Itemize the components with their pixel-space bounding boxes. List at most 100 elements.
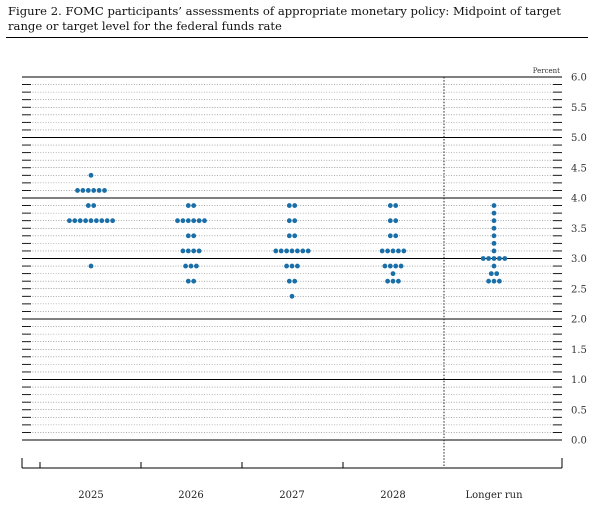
participant-dot [396,278,401,284]
y-tick-label: 4.0 [571,194,587,205]
dots-layer [67,172,508,299]
participant-dot [286,278,292,284]
participant-dot [80,188,86,193]
participant-dot [491,263,497,269]
participant-dot [286,203,292,208]
y-tick-label: 5.0 [571,133,587,144]
participant-dot [497,278,502,284]
participant-dot [491,233,497,239]
participant-dot [278,248,284,254]
label-layer: 6.0 5.5 5.0 4.5 4.0 3.5 3.0 2.5 2.0 1.5 1.0 0.5 0.0 P… [78,67,587,501]
y-tick-label: 1.5 [571,345,587,356]
participant-dot [91,203,97,208]
participant-dot [85,188,91,193]
participant-dot [491,203,497,208]
y-tick-label: 3.5 [571,224,587,235]
participant-dot [396,248,401,254]
participant-dot [390,248,396,254]
participant-dot [175,218,180,224]
participant-dot [491,210,497,216]
y-tick-label: 6.0 [571,73,587,84]
participant-dot [387,233,393,239]
y-tick-label: 4.5 [571,163,587,174]
participant-dot [488,271,494,277]
participant-dot [398,263,404,269]
participant-dot [390,271,396,277]
unit-label: Percent [533,67,560,75]
x-category-label: 2025 [78,490,103,501]
participant-dot [289,248,295,254]
participant-dot [387,203,393,208]
title-divider [6,37,588,38]
x-category-label: 2026 [178,490,203,501]
participant-dot [494,271,500,277]
y-tick-label: 0.5 [571,405,587,416]
participant-dot [286,218,292,224]
participant-dot [102,188,107,193]
participant-dot [401,248,407,254]
y-tick-label: 0.0 [571,436,587,447]
y-tick-label: 5.5 [571,103,587,114]
participant-dot [202,218,207,224]
figure-title: Figure 2. FOMC participants’ assessments… [8,4,561,33]
participant-dot [491,218,497,224]
participant-dot [292,203,298,208]
participant-dot [385,248,390,254]
participant-dot [75,188,80,193]
participant-dot [185,278,191,284]
participant-dot [273,248,279,254]
participant-dot [292,233,298,239]
participant-dot [284,248,289,254]
participant-dot [191,233,197,239]
participant-dot [185,203,191,208]
participant-dot [292,278,298,284]
grid-layer [22,76,562,441]
participant-dot [183,263,189,269]
participant-dot [196,218,202,224]
participant-dot [491,240,497,246]
participant-dot [300,248,306,254]
participant-dot [491,278,497,284]
participant-dot [393,263,399,269]
participant-dot [305,248,311,254]
participant-dot [284,263,289,269]
participant-dot [77,218,83,224]
participant-dot [289,263,295,269]
participant-dot [502,256,508,261]
participant-dot [83,218,88,224]
participant-dot [382,263,388,269]
y-tick-label: 3.0 [571,254,587,265]
participant-dot [286,233,292,239]
participant-dot [393,233,399,239]
participant-dot [88,263,94,269]
participant-dot [385,278,390,284]
participant-dot [486,256,491,261]
participant-dot [491,225,497,231]
participant-dot [185,233,191,239]
participant-dot [486,278,491,284]
y-tick-label: 2.0 [571,315,587,326]
y-tick-label: 2.5 [571,284,587,295]
participant-dot [188,263,194,269]
participant-dot [96,188,102,193]
participant-dot [110,218,115,224]
participant-dot [393,203,399,208]
participant-dot [91,188,97,193]
participant-dot [292,218,298,224]
participant-dot [185,248,191,254]
y-tick-label: 1.0 [571,375,587,386]
participant-dot [196,248,202,254]
participant-dot [180,248,186,254]
participant-dot [99,218,105,224]
participant-dot [295,248,300,254]
participant-dot [289,293,295,299]
participant-dot [194,263,199,269]
participant-dot [497,256,502,261]
participant-dot [191,203,197,208]
participant-dot [387,263,393,269]
participant-dot [191,218,197,224]
participant-dot [491,256,497,261]
x-category-label: 2028 [380,490,405,501]
participant-dot [379,248,385,254]
